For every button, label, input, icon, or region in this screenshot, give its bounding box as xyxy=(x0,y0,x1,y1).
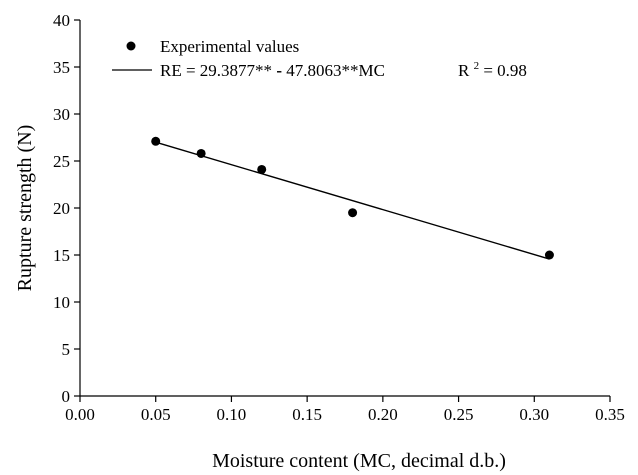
regression-line xyxy=(155,141,550,260)
data-point xyxy=(348,208,358,218)
x-tick-label: 0.10 xyxy=(217,405,247,424)
y-axis-ticks: 0 5 10 15 20 25 30 35 40 xyxy=(53,11,80,406)
x-tick-label: 0.00 xyxy=(65,405,95,424)
x-tick-label: 0.15 xyxy=(292,405,322,424)
regression-line-layer xyxy=(155,141,550,260)
legend: Experimental values RE = 29.3877** - 47.… xyxy=(112,37,527,80)
y-tick-label: 30 xyxy=(53,105,70,124)
y-tick-label: 0 xyxy=(62,387,71,406)
data-point xyxy=(196,148,206,158)
data-points-layer xyxy=(151,136,554,260)
data-point xyxy=(257,164,267,174)
regression-equation-minus: - xyxy=(276,61,282,80)
regression-equation-rhs: 47.8063**MC xyxy=(286,61,385,80)
y-tick-label: 40 xyxy=(53,11,70,30)
y-tick-label: 10 xyxy=(53,293,70,312)
y-tick-label: 5 xyxy=(62,340,71,359)
legend-label-experimental: Experimental values xyxy=(160,37,299,56)
x-tick-label: 0.25 xyxy=(444,405,474,424)
x-tick-label: 0.30 xyxy=(519,405,549,424)
regression-equation-lhs: RE = 29.3877** xyxy=(160,61,276,80)
r-squared-value: = 0.98 xyxy=(483,61,527,80)
y-tick-label: 35 xyxy=(53,58,70,77)
r-squared-label: R 2 = 0.98 xyxy=(458,54,527,80)
x-tick-label: 0.35 xyxy=(595,405,625,424)
legend-marker-experimental xyxy=(126,41,136,51)
x-axis-title: Moisture content (MC, decimal d.b.) xyxy=(212,450,506,472)
y-tick-label: 15 xyxy=(53,246,70,265)
r-squared-prefix: R xyxy=(458,61,470,80)
r-squared-superscript: 2 xyxy=(474,60,480,72)
x-tick-label: 0.20 xyxy=(368,405,398,424)
data-point xyxy=(151,136,161,146)
y-tick-label: 20 xyxy=(53,199,70,218)
x-tick-label: 0.05 xyxy=(141,405,171,424)
y-axis-title: Rupture strength (N) xyxy=(14,125,36,292)
x-axis-ticks: 0.00 0.05 0.10 0.15 0.20 0.25 0.30 0.35 xyxy=(65,396,625,424)
regression-equation: RE = 29.3877** - 47.8063**MC xyxy=(160,61,385,80)
data-point xyxy=(544,250,554,260)
y-tick-label: 25 xyxy=(53,152,70,171)
